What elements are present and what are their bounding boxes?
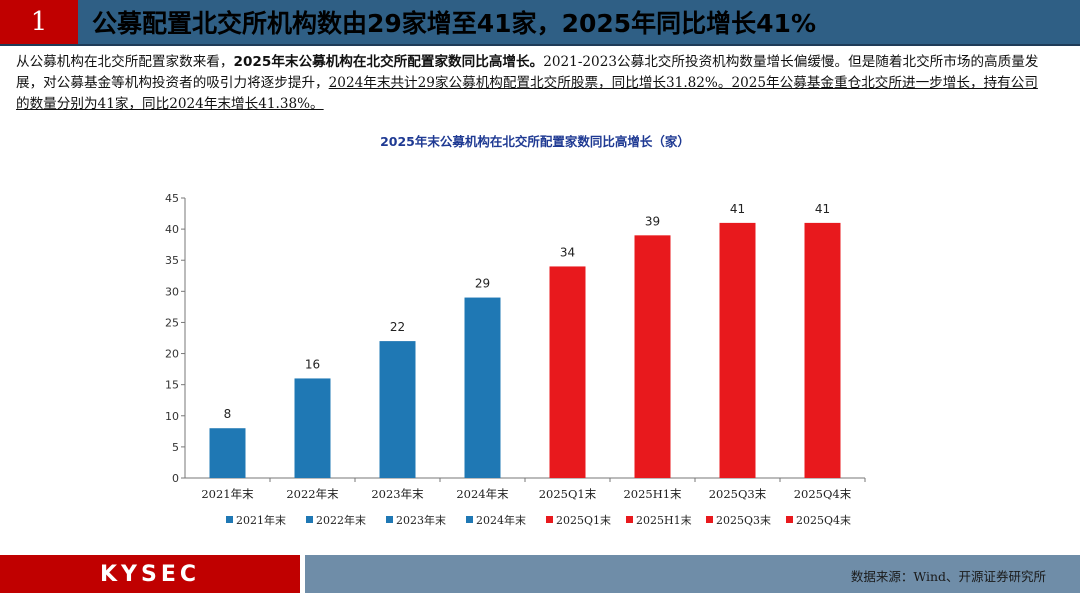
data-label: 16 bbox=[305, 357, 320, 371]
legend-label: 2023年末 bbox=[396, 513, 446, 527]
bar-2 bbox=[294, 378, 331, 478]
legend-label: 2021年末 bbox=[236, 513, 286, 527]
header-bar bbox=[78, 0, 1080, 44]
data-label: 8 bbox=[224, 407, 232, 421]
legend-label: 2025Q1末 bbox=[556, 513, 611, 527]
legend-swatch bbox=[306, 516, 313, 523]
legend-swatch bbox=[626, 516, 633, 523]
data-label: 29 bbox=[475, 277, 490, 291]
bar-8 bbox=[804, 222, 841, 478]
legend-swatch bbox=[546, 516, 553, 523]
x-tick-label: 2022年末 bbox=[286, 487, 339, 501]
summary-underlined: 2024年末共计29家公募机构配置北交所股票，同比增长31.82%。2025年公… bbox=[16, 75, 1038, 112]
data-source: 数据来源：Wind、开源证券研究所 bbox=[850, 569, 1046, 584]
y-tick-label: 25 bbox=[165, 316, 179, 329]
legend-swatch bbox=[706, 516, 713, 523]
y-tick-label: 30 bbox=[165, 285, 179, 298]
summary-part3: 2021-2023公募北交所投资机构数量增长偏缓慢。但是随着北交所市场的高质量发… bbox=[16, 54, 1039, 91]
bar-1 bbox=[209, 428, 246, 478]
data-label: 41 bbox=[815, 202, 830, 216]
y-tick-label: 15 bbox=[165, 379, 179, 392]
legend-swatch bbox=[226, 516, 233, 523]
summary-highlight: 2025年末公募机构在北交所配置家数同比高增长。 bbox=[233, 54, 544, 70]
bar-7 bbox=[719, 222, 756, 478]
bar-5 bbox=[549, 266, 586, 478]
bar-4 bbox=[464, 297, 501, 478]
header-divider bbox=[0, 44, 1080, 46]
x-tick-label: 2024年末 bbox=[456, 487, 509, 501]
data-label: 34 bbox=[560, 245, 575, 259]
legend-swatch bbox=[386, 516, 393, 523]
x-tick-label: 2025Q1末 bbox=[539, 487, 597, 501]
x-tick-label: 2025Q4末 bbox=[794, 487, 852, 501]
x-tick-label: 2025Q3末 bbox=[709, 487, 767, 501]
data-label: 41 bbox=[730, 202, 745, 216]
legend-label: 2025Q3末 bbox=[716, 513, 771, 527]
footer-bar bbox=[305, 555, 1080, 593]
x-tick-label: 2023年末 bbox=[371, 487, 424, 501]
summary-part1: 从公募机构在北交所配置家数来看， bbox=[16, 54, 234, 70]
section-number: 1 bbox=[0, 0, 78, 44]
bar-6 bbox=[634, 235, 671, 478]
summary-paragraph: 从公募机构在北交所配置家数来看，2025年末公募机构在北交所配置家数同比高增长。… bbox=[16, 52, 1046, 115]
legend-label: 2025H1末 bbox=[636, 513, 692, 527]
y-tick-label: 45 bbox=[165, 192, 179, 205]
page-title: 公募配置北交所机构数由29家增至41家，2025年同比增长41% bbox=[92, 9, 817, 38]
x-tick-label: 2025H1末 bbox=[623, 487, 682, 501]
x-tick-label: 2021年末 bbox=[201, 487, 254, 501]
legend-label: 2022年末 bbox=[316, 513, 366, 527]
y-tick-label: 35 bbox=[165, 254, 179, 267]
data-label: 39 bbox=[645, 214, 660, 228]
y-tick-label: 5 bbox=[172, 441, 179, 454]
legend-swatch bbox=[786, 516, 793, 523]
y-tick-label: 0 bbox=[172, 472, 179, 485]
data-label: 22 bbox=[390, 320, 405, 334]
bar-3 bbox=[379, 341, 416, 478]
legend-label: 2025Q4末 bbox=[796, 513, 851, 527]
legend-swatch bbox=[466, 516, 473, 523]
kysec-logo: KYSEC bbox=[0, 555, 300, 593]
y-tick-label: 20 bbox=[165, 348, 179, 361]
chart-title: 2025年末公募机构在北交所配置家数同比高增长（家） bbox=[380, 134, 690, 149]
legend-label: 2024年末 bbox=[476, 513, 526, 527]
y-tick-label: 40 bbox=[165, 223, 179, 236]
bar-chart: 2025年末公募机构在北交所配置家数同比高增长（家） 0 5 10 15 20 25 30 35… bbox=[165, 134, 866, 527]
y-tick-label: 10 bbox=[165, 410, 179, 423]
